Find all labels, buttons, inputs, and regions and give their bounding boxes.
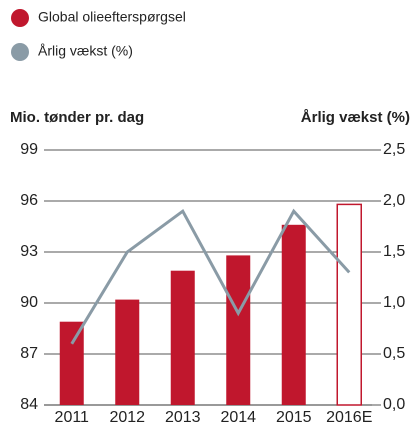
bar [226,255,251,405]
legend-marker [11,43,29,61]
x-tick-label: 2014 [220,409,256,426]
bar [170,270,195,405]
bar [115,299,140,405]
y2-tick-label: 2,5 [383,141,405,158]
x-tick-label: 2015 [276,409,312,426]
y-axis-title: Mio. tønder pr. dag [10,109,144,126]
x-tick-label: 2012 [109,409,145,426]
x-tick-label: 2016E [326,409,372,426]
y-tick-label: 90 [20,294,38,311]
x-tick-label: 2011 [55,409,90,426]
y-tick-label: 84 [20,396,38,413]
y2-tick-label: 1,0 [383,294,405,311]
y2-tick-label: 1,5 [383,243,405,260]
bar [281,224,306,405]
bar [59,321,84,405]
y-tick-label: 87 [20,345,38,362]
x-tick-label: 2013 [165,409,201,426]
y2-tick-label: 0,5 [383,345,405,362]
y2-axis-title: Årlig vækst (%) [301,109,410,126]
bar [336,203,362,406]
y-tick-label: 96 [20,192,38,209]
legend-marker [11,9,29,27]
legend-label: Årlig vækst (%) [38,43,133,59]
y-tick-label: 93 [20,243,38,260]
legend-label: Global olieefterspørgsel [38,9,186,25]
line [70,208,351,345]
y-tick-label: 99 [20,141,38,158]
y2-tick-label: 0,0 [383,396,405,413]
y2-tick-label: 2,0 [383,192,405,209]
